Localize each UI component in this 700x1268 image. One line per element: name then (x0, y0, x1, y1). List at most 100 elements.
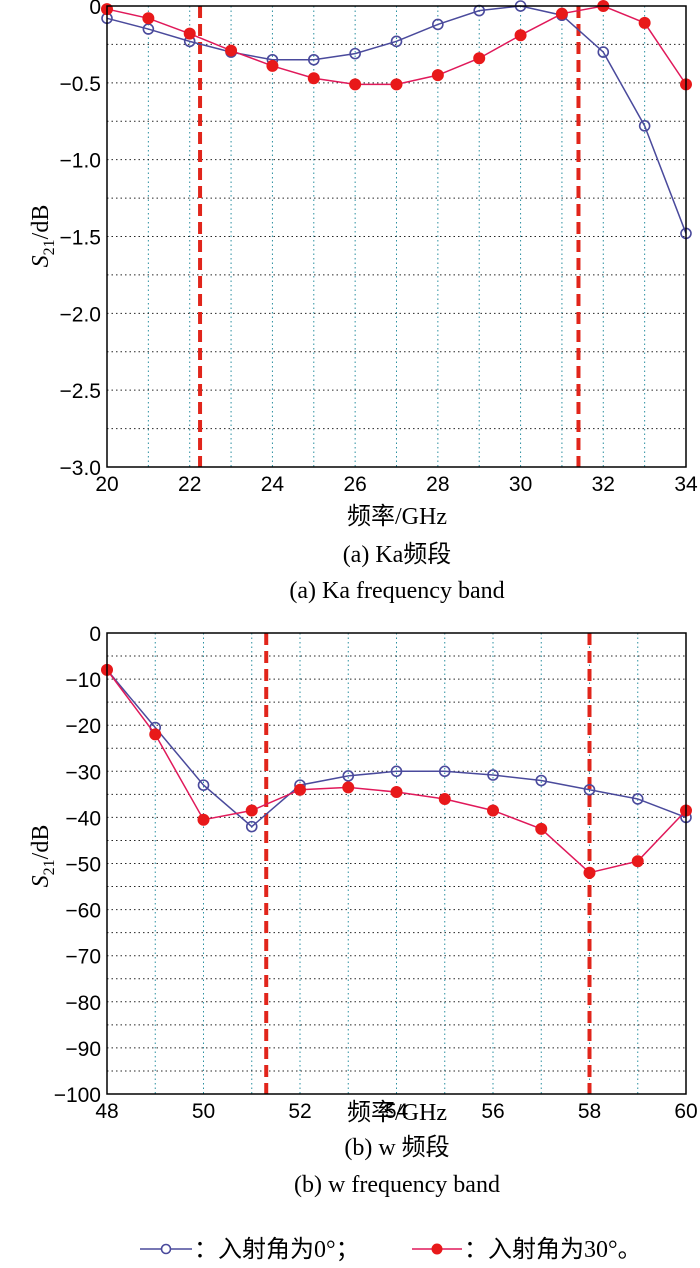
series-1-point (535, 822, 548, 835)
series-0-point (631, 793, 644, 805)
y-tick-label: 0 (89, 0, 101, 19)
series-1-point (142, 12, 155, 25)
y-tick-label: −80 (65, 992, 101, 1015)
series-1-point (245, 804, 258, 817)
series-1-point (307, 72, 320, 85)
series-1-point (266, 59, 279, 72)
y-tick-label: −30 (65, 761, 101, 784)
legend: ：入射角为0°； ：入射角为30°。 (140, 1236, 642, 1263)
x-tick-label: 50 (192, 1100, 215, 1123)
series-0-point (245, 820, 258, 833)
y-tick-label: −70 (65, 946, 101, 969)
panel-a-chart: 20 22 24 26 28 30 32 34 0 −0.5 −1.0 −1.5 −2.0 −2.5 −3… (28, 0, 698, 604)
x-tick-label: 26 (343, 473, 366, 496)
y-tick-label: −60 (65, 900, 101, 923)
legend-marker-30deg (431, 1243, 443, 1255)
series-1-point (294, 783, 306, 796)
x-tick-label: 20 (95, 473, 118, 496)
series-1-point (583, 866, 596, 879)
panel-a-x-tick-labels: 20 22 24 26 28 30 32 34 (95, 473, 698, 496)
series-0-point (390, 35, 403, 48)
series-1-point (431, 69, 444, 82)
panel-b-y-tick-labels: 0 −10 −20 −30 −40 −50 −60 −70 −80 −90 −100 (54, 623, 101, 1107)
series-0-point (487, 769, 499, 781)
series-0-point (390, 765, 403, 778)
series-1-point (342, 781, 355, 794)
series-1-point (390, 786, 403, 799)
y-tick-label: −100 (54, 1084, 101, 1107)
series-1-point (149, 728, 162, 741)
series-0-point (535, 774, 548, 787)
panel-b-axes-frame (106, 632, 687, 1095)
series-1-point (390, 78, 403, 91)
legend-label-30deg: ：入射角为30°。 (464, 1236, 642, 1263)
x-tick-label: 54 (385, 1100, 409, 1123)
y-tick-label: −20 (65, 715, 101, 738)
series-0-point (638, 120, 651, 132)
y-tick-label: −2.5 (60, 380, 101, 403)
series-0-point (438, 765, 451, 778)
panel-a-y-axis-label: S21/dB (28, 205, 58, 268)
series-1-point (438, 792, 451, 805)
panel-b-x-tick-labels: 48 50 52 54 56 58 60 (95, 1100, 697, 1123)
panel-b-y-axis-label: S21/dB (28, 825, 58, 888)
panel-b-x-axis-label: 频率/GHz (347, 1099, 447, 1126)
series-1 (101, 0, 692, 91)
series-1-point (225, 44, 238, 57)
series-1-point (473, 52, 486, 65)
series-1-point (349, 78, 362, 91)
series-0-point (349, 47, 361, 60)
y-tick-label: −3.0 (60, 457, 101, 480)
series-line-0 (106, 5, 687, 234)
y-tick-label: 0 (89, 623, 101, 646)
x-tick-label: 60 (674, 1100, 697, 1123)
y-tick-label: −2.0 (60, 303, 101, 326)
series-1-point (487, 804, 499, 817)
panel-b-caption-en: (b) w frequency band (294, 1172, 500, 1198)
x-tick-label: 28 (426, 473, 449, 496)
x-tick-label: 56 (481, 1100, 504, 1123)
x-tick-label: 52 (288, 1100, 311, 1123)
y-tick-label: −40 (65, 807, 101, 830)
legend-entry-0deg: ：入射角为0°； (140, 1236, 360, 1263)
panel-a-band-edges (198, 6, 581, 467)
panel-a-x-axis-label: 频率/GHz (347, 503, 447, 530)
panel-a-axes-frame (106, 5, 687, 468)
series-0-point (597, 46, 610, 58)
series-1-point (514, 29, 527, 42)
series-1-point (197, 813, 210, 826)
legend-entry-30deg: ：入射角为30°。 (412, 1236, 642, 1263)
panel-b-band-edges (264, 633, 592, 1094)
panel-a-caption-cn: (a) Ka频段 (343, 541, 452, 568)
y-tick-label: −10 (65, 669, 101, 692)
series-1-point (183, 27, 196, 40)
series-0-point (197, 779, 210, 791)
x-tick-label: 48 (95, 1100, 118, 1123)
series-0-point (342, 770, 355, 782)
x-tick-label: 22 (178, 473, 201, 496)
y-tick-label: −1.0 (60, 150, 101, 173)
legend-label-0deg: ：入射角为0°； (194, 1236, 360, 1263)
y-tick-label: −50 (65, 854, 101, 877)
x-tick-label: 58 (578, 1100, 601, 1123)
x-tick-label: 24 (261, 473, 285, 496)
y-tick-label: −0.5 (60, 73, 101, 96)
panel-b-caption-cn: (b) w 频段 (344, 1134, 449, 1161)
series-1-point (555, 7, 568, 20)
y-tick-label: −1.5 (60, 227, 101, 250)
legend-marker-0deg (160, 1243, 172, 1255)
x-tick-label: 30 (509, 473, 532, 496)
panel-b-chart: 48 50 52 54 56 58 60 0 −10 −20 −30 −40 −50 −60 −70 −80… (28, 623, 698, 1198)
series-line-0 (106, 669, 687, 828)
panel-a-caption-en: (a) Ka frequency band (289, 578, 504, 604)
series-0-point (307, 53, 320, 66)
series-1-point (638, 16, 651, 29)
series-0-point (583, 783, 596, 796)
series-0-point (432, 18, 444, 31)
x-tick-label: 32 (592, 473, 615, 496)
x-tick-label: 34 (674, 473, 698, 496)
series-1-point (631, 855, 644, 868)
panel-a-y-tick-labels: 0 −0.5 −1.0 −1.5 −2.0 −2.5 −3.0 (60, 0, 101, 480)
y-tick-label: −90 (65, 1038, 101, 1061)
